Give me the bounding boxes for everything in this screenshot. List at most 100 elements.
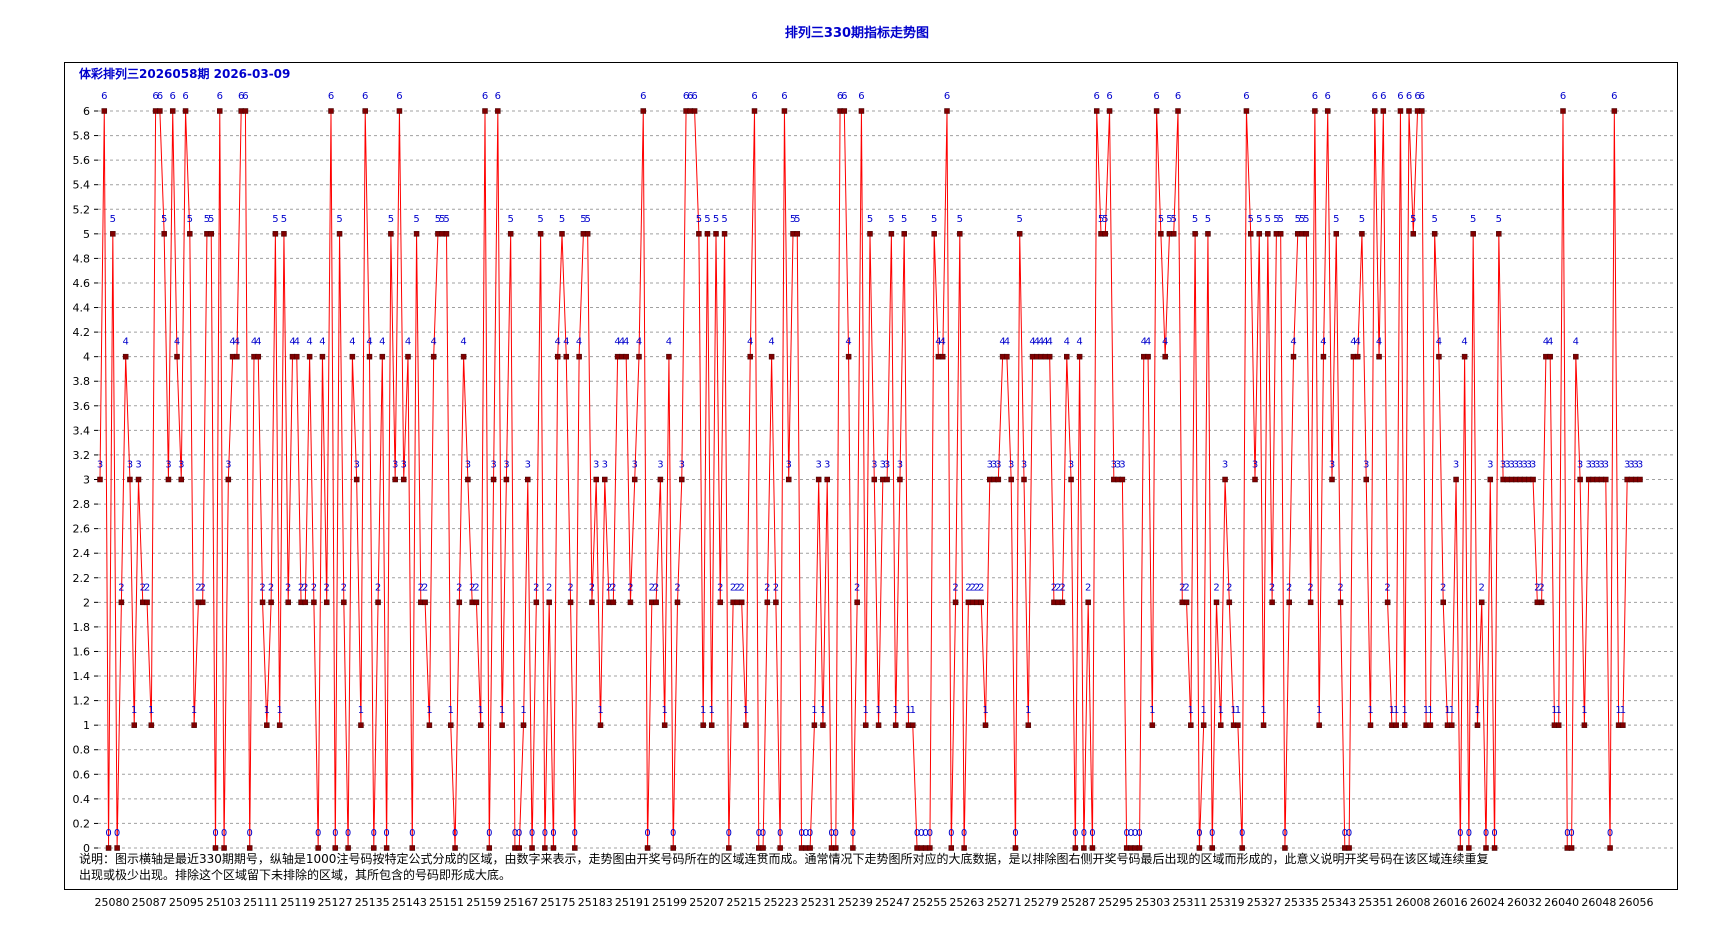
- data-point: [589, 599, 595, 606]
- data-label: 0: [212, 828, 218, 839]
- data-point: [405, 353, 411, 360]
- data-label: 6: [242, 91, 248, 102]
- data-point: [948, 845, 955, 851]
- data-point: [336, 231, 343, 237]
- data-label: 2: [1286, 582, 1292, 593]
- data-label: 3: [1624, 460, 1630, 471]
- data-point: [110, 231, 116, 237]
- data-label: 4: [251, 337, 257, 348]
- data-point: [1560, 108, 1566, 114]
- data-label: 3: [1487, 460, 1493, 471]
- data-point: [1222, 476, 1228, 483]
- data-label: 5: [1017, 214, 1023, 225]
- data-point: [1611, 108, 1618, 114]
- data-point: [1136, 845, 1143, 851]
- data-point: [636, 353, 642, 360]
- data-label: 0: [803, 828, 809, 839]
- data-label: 1: [910, 705, 916, 716]
- data-point: [1188, 722, 1194, 728]
- data-point: [225, 476, 232, 483]
- data-label: 1: [1367, 705, 1373, 716]
- data-label: 4: [174, 337, 180, 348]
- x-tick-label: 26056: [1619, 896, 1654, 909]
- data-label: 4: [1038, 337, 1044, 348]
- data-label: 3: [1517, 460, 1523, 471]
- y-tick-label: 4.4: [73, 302, 91, 315]
- data-point: [1145, 353, 1151, 360]
- data-label: 1: [1551, 705, 1557, 716]
- data-label: 5: [696, 214, 702, 225]
- data-label: 0: [572, 828, 578, 839]
- data-label: 3: [1594, 460, 1600, 471]
- y-tick-label: 4.2: [73, 326, 91, 339]
- data-label: 1: [892, 705, 898, 716]
- y-tick-label: 6: [83, 105, 90, 118]
- y-tick-label: 4.6: [73, 277, 91, 290]
- data-point: [409, 845, 416, 851]
- data-label: 3: [1585, 460, 1591, 471]
- data-label: 4: [1350, 337, 1356, 348]
- data-point: [276, 722, 283, 728]
- data-label: 3: [1598, 460, 1604, 471]
- data-point: [1637, 476, 1643, 483]
- data-point: [1004, 353, 1010, 360]
- x-tick-label: 26032: [1507, 896, 1542, 909]
- data-point: [499, 722, 505, 728]
- x-tick-label: 26016: [1433, 896, 1468, 909]
- data-label: 4: [294, 337, 300, 348]
- data-point: [537, 231, 544, 237]
- y-tick-label: 3.2: [73, 449, 91, 462]
- data-label: 0: [1089, 828, 1095, 839]
- data-point: [1487, 476, 1494, 483]
- data-label: 4: [1543, 337, 1549, 348]
- data-point: [1153, 108, 1160, 114]
- data-label: 2: [589, 582, 595, 593]
- y-tick-label: 2.2: [73, 572, 91, 585]
- data-point: [1068, 476, 1074, 483]
- data-label: 2: [649, 582, 655, 593]
- data-label: 1: [1389, 705, 1395, 716]
- data-point: [939, 353, 946, 360]
- data-point: [323, 599, 330, 606]
- data-point: [105, 845, 112, 851]
- data-point: [529, 845, 535, 851]
- y-tick-label: 0: [83, 842, 90, 855]
- data-label: 2: [1179, 582, 1185, 593]
- x-tick-label: 25295: [1098, 896, 1133, 909]
- data-label: 3: [824, 460, 830, 471]
- y-tick-label: 5.8: [73, 130, 91, 143]
- data-point: [892, 722, 899, 728]
- data-point: [1021, 476, 1027, 483]
- data-label: 4: [999, 337, 1005, 348]
- data-point: [443, 231, 450, 237]
- y-tick-label: 4.8: [73, 252, 91, 265]
- data-label: 1: [1620, 705, 1626, 716]
- data-point: [315, 845, 321, 851]
- data-label: 6: [683, 91, 689, 102]
- data-point: [341, 599, 347, 606]
- data-label: 1: [1423, 705, 1429, 716]
- data-label: 6: [1175, 91, 1181, 102]
- data-label: 3: [392, 460, 398, 471]
- data-point: [623, 353, 629, 360]
- x-tick-label: 25167: [503, 896, 538, 909]
- data-label: 1: [1025, 705, 1031, 716]
- data-label: 6: [182, 91, 188, 102]
- data-label: 0: [1491, 828, 1497, 839]
- data-label: 1: [148, 705, 154, 716]
- data-point: [567, 599, 574, 606]
- data-point: [1046, 353, 1053, 360]
- data-label: 2: [375, 582, 381, 593]
- y-tick-label: 5.6: [73, 154, 91, 167]
- data-label: 5: [1303, 214, 1309, 225]
- data-label: 0: [1466, 828, 1472, 839]
- data-point: [242, 108, 249, 114]
- data-point: [264, 722, 270, 728]
- data-label: 0: [726, 828, 732, 839]
- data-label: 5: [435, 214, 441, 225]
- data-point: [199, 599, 206, 606]
- data-label: 0: [486, 828, 492, 839]
- data-point: [1474, 722, 1481, 728]
- data-label: 5: [704, 214, 710, 225]
- data-label: 2: [1055, 582, 1061, 593]
